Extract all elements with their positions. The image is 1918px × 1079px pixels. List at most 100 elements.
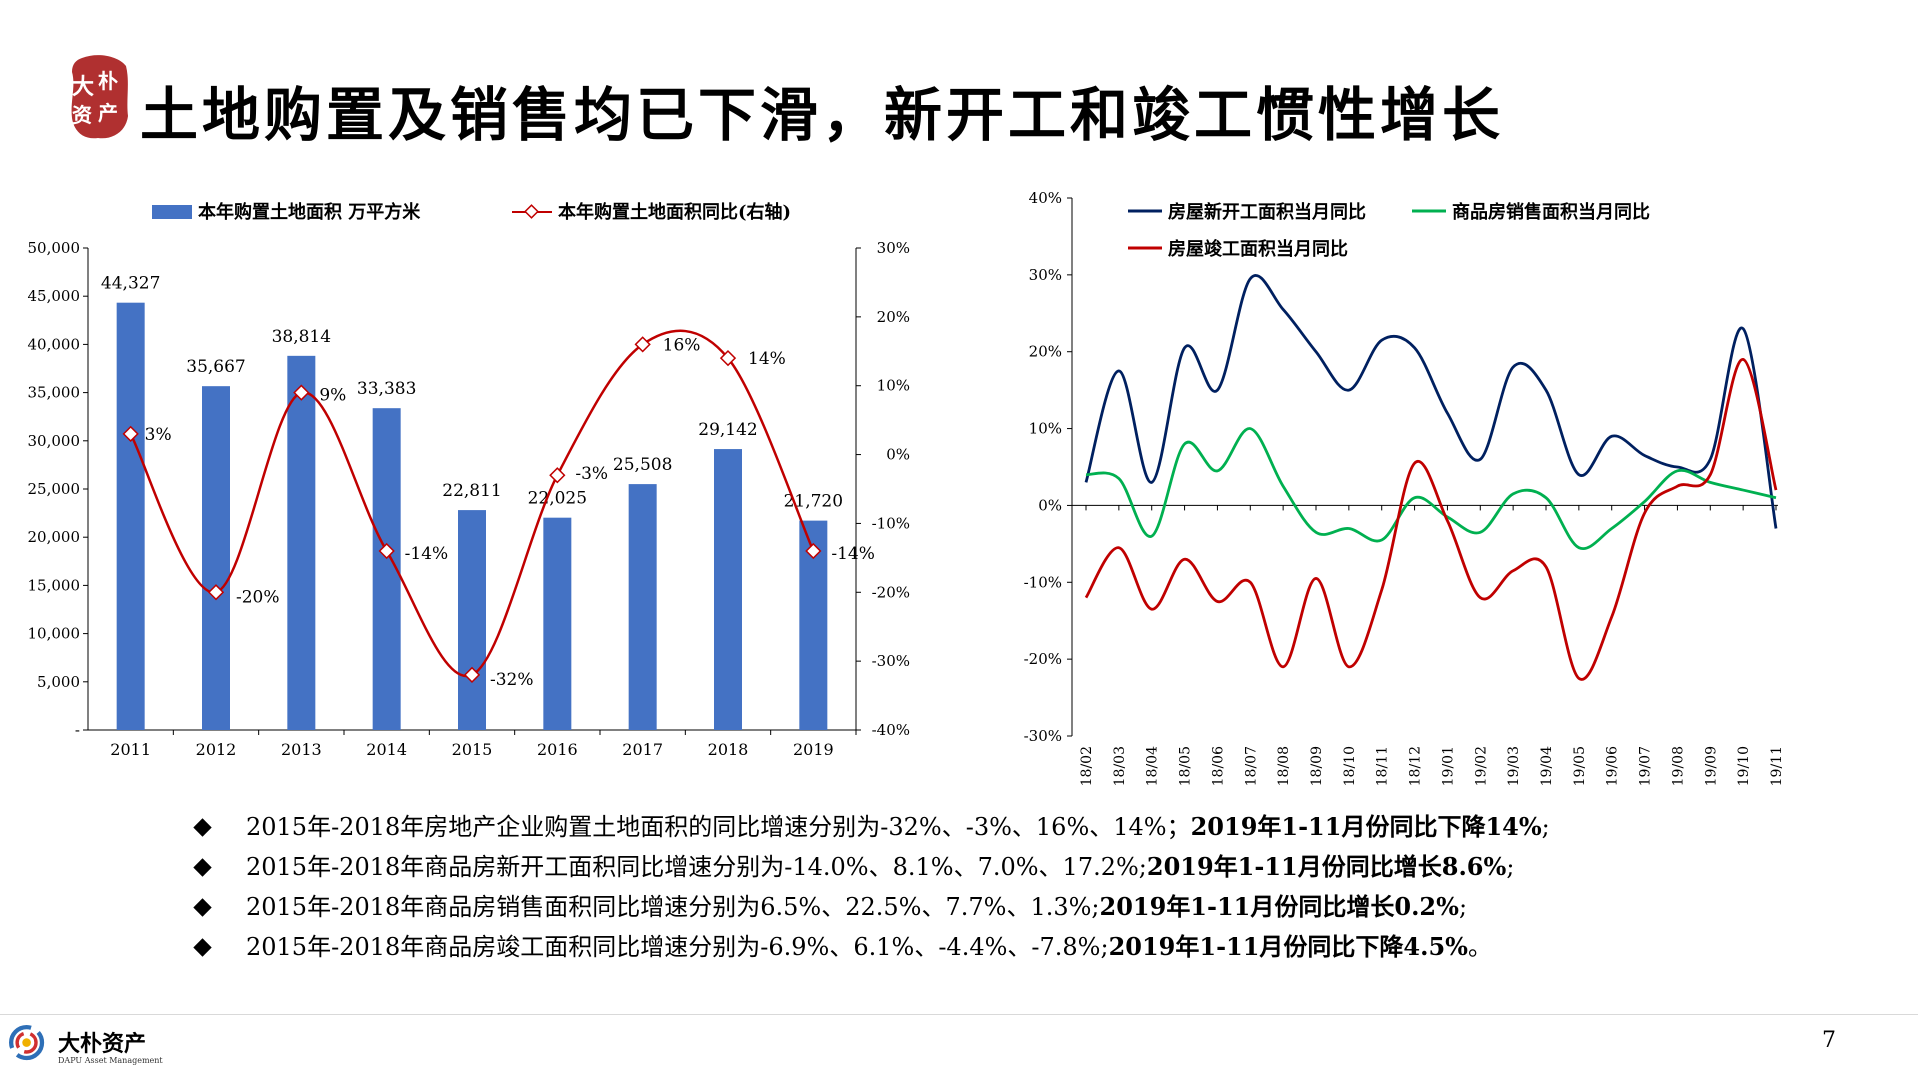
x-tick-label: 19/10	[1736, 746, 1752, 786]
y-tick-label-left: 25,000	[28, 480, 81, 498]
x-tick-label: 18/12	[1408, 746, 1424, 786]
yoy-marker	[122, 425, 139, 443]
x-tick-label: 18/09	[1309, 746, 1325, 786]
yoy-marker	[719, 350, 737, 367]
diamond-bullet-icon	[193, 818, 212, 837]
bar-value-label: 22,811	[442, 481, 501, 501]
bar	[628, 484, 657, 730]
bar	[116, 302, 145, 730]
y-tick-label: 40%	[1029, 189, 1062, 207]
x-tick-label: 18/08	[1276, 746, 1292, 786]
x-tick-label: 18/06	[1210, 746, 1226, 786]
bullet-item: 2015年-2018年商品房竣工面积同比增速分别为-6.9%、6.1%、-4.4…	[193, 928, 1840, 966]
x-tick-label: 18/11	[1375, 746, 1391, 786]
y-tick-label-right: -30%	[872, 652, 910, 670]
bar	[287, 355, 316, 730]
bullet-item: 2015年-2018年房地产企业购置土地面积的同比增速分别为-32%、-3%、1…	[193, 808, 1840, 846]
y-tick-label-left: 45,000	[28, 287, 81, 305]
svg-text:产: 产	[98, 101, 118, 125]
y-tick-label: 10%	[1029, 420, 1062, 438]
svg-text:资: 资	[72, 103, 92, 127]
bar-value-label: 44,327	[101, 274, 160, 294]
x-tick-label: 18/07	[1243, 746, 1259, 786]
x-tick-label: 2016	[537, 740, 578, 759]
x-tick-label: 2019	[793, 740, 834, 759]
yoy-value-label: 16%	[663, 335, 701, 355]
y-tick-label: -10%	[1024, 573, 1062, 591]
x-tick-label: 2015	[452, 740, 493, 759]
footer-divider	[0, 1014, 1918, 1015]
bullet-text: 2015年-2018年商品房销售面积同比增速分别为6.5%、22.5%、7.7%…	[246, 893, 1100, 921]
x-tick-label: 2011	[110, 740, 151, 759]
y-tick-label: 20%	[1029, 343, 1062, 361]
bullet-list: 2015年-2018年房地产企业购置土地面积的同比增速分别为-32%、-3%、1…	[193, 808, 1840, 968]
x-tick-label: 2018	[708, 740, 749, 759]
bullet-bold-text: 2019年1-11月份同比增长8.6%	[1146, 852, 1507, 881]
y-tick-label-right: 30%	[877, 239, 910, 257]
bar-value-label: 29,142	[698, 420, 757, 440]
y-tick-label: -20%	[1024, 650, 1062, 668]
bullet-tail: ;	[1506, 853, 1515, 881]
x-tick-label: 19/03	[1506, 746, 1522, 786]
bullet-text: 2015年-2018年房地产企业购置土地面积的同比增速分别为-32%、-3%、1…	[246, 813, 1191, 841]
bar-value-label: 25,508	[613, 455, 672, 475]
svg-text:朴: 朴	[98, 69, 118, 93]
yoy-value-label: -14%	[405, 544, 449, 564]
bar-value-label: 22,025	[528, 489, 587, 509]
yoy-line	[129, 329, 815, 678]
x-tick-label: 19/06	[1605, 746, 1621, 786]
bar-value-label: 35,667	[186, 357, 245, 377]
y-tick-label-right: -40%	[872, 721, 910, 739]
bar-value-label: 38,814	[272, 327, 331, 347]
x-tick-label: 19/02	[1473, 746, 1489, 786]
yoy-marker	[805, 542, 822, 560]
y-tick-label-left: 35,000	[28, 384, 81, 402]
y-tick-label-right: 20%	[877, 308, 910, 326]
svg-text:大: 大	[72, 74, 94, 100]
y-tick-label-left: 15,000	[28, 576, 81, 594]
y-tick-label-left: -	[75, 721, 80, 739]
bullet-bold-text: 2019年1-11月份同比下降14%	[1190, 812, 1542, 841]
x-tick-label: 19/05	[1572, 746, 1588, 786]
x-tick-label: 19/07	[1638, 746, 1654, 786]
yoy-marker	[549, 467, 566, 484]
monthly-yoy-chart: -30% -20% -10% 0% 10% 20% 30% 40% 18/02 18/03 18/0…	[1024, 189, 1785, 786]
diamond-bullet-icon	[193, 858, 212, 877]
y-tick-label: 0%	[1038, 496, 1062, 514]
x-tick-label: 18/04	[1145, 746, 1161, 786]
company-name: 大朴资产	[58, 1032, 147, 1057]
x-tick-label: 2017	[622, 740, 663, 759]
bar	[458, 510, 486, 730]
bullet-tail: ;	[1541, 813, 1550, 841]
yoy-value-label: -3%	[575, 464, 608, 484]
bullet-bold-text: 2019年1-11月份同比增长0.2%	[1099, 892, 1459, 921]
x-tick-label: 19/01	[1440, 746, 1456, 786]
land-purchase-chart: 本年购置土地面积 万平方米 本年购置土地面积同比(右轴) - 5,000 10,000 1…	[28, 201, 911, 759]
y-tick-label-right: 0%	[886, 446, 910, 464]
x-tick-label: 18/02	[1079, 746, 1095, 786]
yoy-value-label: -20%	[236, 587, 280, 607]
x-tick-label: 19/04	[1539, 746, 1555, 786]
y-tick-label-right: -20%	[872, 583, 910, 601]
y-tick-label: -30%	[1024, 727, 1062, 745]
y-tick-label-left: 10,000	[28, 625, 81, 643]
diamond-bullet-icon	[193, 938, 212, 957]
x-tick-label: 19/08	[1670, 746, 1686, 786]
bullet-text: 2015年-2018年商品房新开工面积同比增速分别为-14.0%、8.1%、7.…	[246, 853, 1147, 881]
yoy-marker	[463, 666, 481, 684]
series-line-1	[1085, 427, 1777, 551]
legend-line-label: 本年购置土地面积同比(右轴)	[558, 201, 791, 223]
bullet-text: 2015年-2018年商品房竣工面积同比增速分别为-6.9%、6.1%、-4.4…	[246, 933, 1109, 961]
x-tick-label: 19/11	[1769, 746, 1785, 786]
yoy-value-label: -14%	[831, 544, 875, 564]
x-tick-label: 18/03	[1112, 746, 1128, 786]
bar-value-label: 33,383	[357, 379, 416, 399]
bar	[202, 386, 230, 730]
bullet-item: 2015年-2018年商品房新开工面积同比增速分别为-14.0%、8.1%、7.…	[193, 848, 1840, 886]
y-tick-label-left: 50,000	[28, 239, 81, 257]
series-line-0	[1084, 274, 1778, 529]
x-tick-label: 19/09	[1703, 746, 1719, 786]
series-line-2	[1084, 357, 1778, 681]
yoy-value-label: -32%	[490, 670, 534, 690]
yoy-marker	[378, 542, 395, 560]
